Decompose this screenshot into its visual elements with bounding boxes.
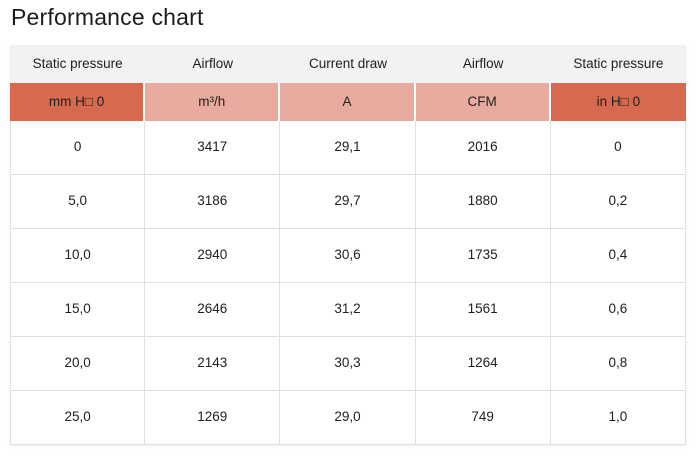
unit-cell-in-h2o: in H□ 0 (550, 83, 686, 121)
table-row: 5,0 3186 29,7 1880 0,2 (10, 175, 686, 229)
performance-table: Static pressure Airflow Current draw Air… (10, 45, 686, 445)
data-cell: 3417 (145, 121, 281, 175)
data-cell: 1880 (415, 175, 551, 229)
data-cell: 2646 (145, 283, 281, 337)
data-cell: 0 (10, 121, 146, 175)
data-cell: 29,1 (280, 121, 416, 175)
header-cell-static-pressure-imperial: Static pressure (550, 45, 686, 83)
performance-data-table: Static pressure Airflow Current draw Air… (10, 45, 686, 445)
data-cell: 1735 (415, 229, 551, 283)
data-cell: 30,6 (280, 229, 416, 283)
page-title: Performance chart (11, 4, 204, 30)
data-cell: 31,2 (280, 283, 416, 337)
header-cell-static-pressure-metric: Static pressure (10, 45, 146, 83)
data-cell: 25,0 (10, 391, 146, 445)
data-cell: 3186 (145, 175, 281, 229)
data-cell: 0,4 (550, 229, 686, 283)
table-row: 10,0 2940 30,6 1735 0,4 (10, 229, 686, 283)
unit-cell-mm-h2o: mm H□ 0 (10, 83, 146, 121)
unit-cell-m3h: m³/h (145, 83, 281, 121)
data-cell: 749 (415, 391, 551, 445)
header-cell-airflow-imperial: Airflow (415, 45, 551, 83)
table-row: 0 3417 29,1 2016 0 (10, 121, 686, 175)
data-cell: 0 (550, 121, 686, 175)
data-cell: 15,0 (10, 283, 146, 337)
data-cell: 30,3 (280, 337, 416, 391)
unit-cell-cfm: CFM (415, 83, 551, 121)
data-cell: 2143 (145, 337, 281, 391)
data-cell: 2940 (145, 229, 281, 283)
data-cell: 2016 (415, 121, 551, 175)
data-cell: 10,0 (10, 229, 146, 283)
data-cell: 1264 (415, 337, 551, 391)
table-row: 20,0 2143 30,3 1264 0,8 (10, 337, 686, 391)
data-cell: 29,7 (280, 175, 416, 229)
column-header-row: Static pressure Airflow Current draw Air… (10, 45, 686, 83)
data-cell: 0,8 (550, 337, 686, 391)
table-row: 15,0 2646 31,2 1561 0,6 (10, 283, 686, 337)
header-cell-airflow-metric: Airflow (145, 45, 281, 83)
data-cell: 5,0 (10, 175, 146, 229)
unit-cell-amps: A (280, 83, 416, 121)
data-cell: 1,0 (550, 391, 686, 445)
data-cell: 1269 (145, 391, 281, 445)
data-cell: 29,0 (280, 391, 416, 445)
data-cell: 0,6 (550, 283, 686, 337)
header-cell-current-draw: Current draw (280, 45, 416, 83)
data-cell: 0,2 (550, 175, 686, 229)
data-cell: 20,0 (10, 337, 146, 391)
unit-header-row: mm H□ 0 m³/h A CFM in H□ 0 (10, 83, 686, 121)
data-cell: 1561 (415, 283, 551, 337)
table-row: 25,0 1269 29,0 749 1,0 (10, 391, 686, 445)
